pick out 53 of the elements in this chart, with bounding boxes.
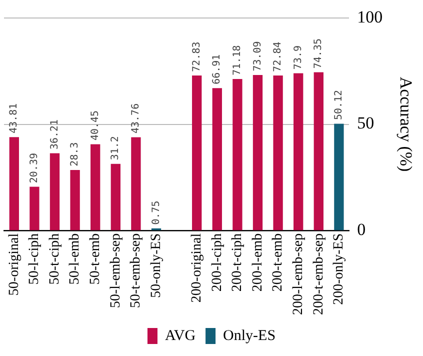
x-tick-label: 50-only-ES [148,233,164,298]
x-tick-label: 200-original [190,233,205,303]
bar [192,76,202,230]
x-tick-label: 200-t-emb [270,233,286,292]
data-label: 28.3 [70,142,81,166]
data-label: 43.81 [8,103,20,134]
data-label: 43.76 [130,103,142,134]
x-tick-label: 200-only-ES [332,233,347,305]
x-tick-label: 50-l-emb [68,233,83,285]
y-axis-title: Accuracy (%) [396,76,416,172]
bar [70,170,80,230]
bar [252,74,263,230]
x-tick-label: 50-t-emb-sep [128,233,144,308]
bar [273,75,283,230]
data-label: 73.09 [252,41,264,72]
y-tick-label: 50 [357,114,374,133]
bar [334,124,344,230]
bar [314,72,324,230]
data-label: 20.39 [29,152,40,184]
data-label: 50.12 [334,90,345,120]
bar [90,144,100,230]
data-label: 73.9 [292,45,304,70]
bar [212,88,222,230]
y-tick-label: 0 [357,220,366,239]
x-tick-label: 200-l-emb-sep [291,233,306,316]
x-tick-label: 50-original [6,233,22,296]
x-tick-label: 50-l-ciph [27,233,42,285]
x-tick-label: 50-t-emb [88,233,104,285]
data-label: 31.2 [110,136,122,160]
legend-label: AVG [164,328,196,344]
bar [50,153,60,230]
data-label: 74.35 [313,38,324,69]
bar [294,73,304,230]
bar [9,137,19,230]
bar [131,137,141,230]
data-label: 72.83 [191,42,202,72]
x-tick-label: 200-l-emb [250,233,266,292]
x-tick-label: 50-l-emb-sep [108,233,124,308]
data-label: 66.91 [212,54,223,84]
x-tick-label: 200-l-ciph [210,233,225,292]
data-label: 0.75 [150,200,162,225]
data-label: 40.45 [90,110,101,141]
data-label: 36.21 [49,119,60,150]
data-label: 71.18 [232,45,244,76]
legend-label: Only-ES [223,328,276,344]
y-tick-label: 100 [357,8,383,27]
x-tick-label: 200-t-emb-sep [311,233,326,316]
data-label: 72.84 [272,42,284,72]
bar [30,186,40,230]
bar [110,164,120,230]
x-tick-label: 200-t-ciph [230,233,246,292]
bar [232,79,242,230]
x-tick-label: 50-t-ciph [47,233,62,285]
